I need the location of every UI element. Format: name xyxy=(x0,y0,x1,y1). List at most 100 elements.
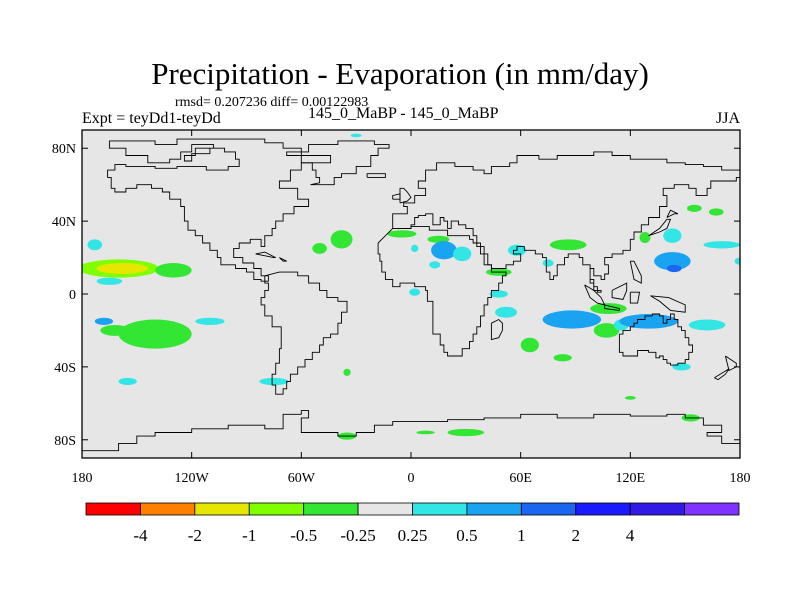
anomaly-patch xyxy=(708,208,724,216)
colorbar-swatch xyxy=(357,502,413,516)
coastline xyxy=(279,257,287,262)
anomaly-patch xyxy=(411,244,419,253)
colorbar-swatch xyxy=(575,502,631,516)
y-tick-label: 40S xyxy=(54,361,76,376)
anomaly-patch xyxy=(542,259,554,267)
stats-text: rmsd= 0.207236 diff= 0.00122983 xyxy=(175,95,369,110)
colorbar-label: -0.5 xyxy=(290,526,317,545)
axis-layer: 180 120W 60W 0 60E 120E 180 80N 40N 0 40S 80S xyxy=(52,130,751,486)
anomaly-patch xyxy=(593,323,620,338)
coastline xyxy=(490,318,503,341)
anomaly-patch xyxy=(557,314,587,325)
coastline xyxy=(392,193,401,200)
coastline xyxy=(392,151,740,293)
anomaly-patch xyxy=(633,314,664,322)
coastline xyxy=(648,218,672,237)
anomaly-patch xyxy=(87,239,103,251)
colorbar-swatch xyxy=(629,502,685,516)
anomaly-patch xyxy=(672,363,691,371)
x-tick-label: 60W xyxy=(288,471,316,486)
anomaly-patch xyxy=(195,317,225,325)
anomaly-patch xyxy=(330,230,353,249)
x-tick-label: 120W xyxy=(175,471,210,486)
anomaly-patch xyxy=(520,337,539,353)
anomaly-patch xyxy=(624,396,636,400)
anomaly-patch xyxy=(688,319,726,331)
x-tick-label: 120E xyxy=(616,471,646,486)
anomaly-patch xyxy=(495,306,518,318)
colorbar-swatch xyxy=(194,502,250,516)
anomaly-patch xyxy=(447,428,485,437)
experiment-label: Expt = teyDd1-teyDd xyxy=(82,110,221,127)
x-tick-label: 0 xyxy=(408,471,415,486)
colorbar-label: 4 xyxy=(626,526,635,545)
anomaly-layer xyxy=(82,133,740,440)
colorbar-label: -4 xyxy=(133,526,148,545)
anomaly-patch xyxy=(416,430,435,435)
colorbar: -4 -2 -1 -0.5 -0.25 0.25 0.5 1 2 4 xyxy=(85,502,740,545)
colorbar-swatch xyxy=(303,502,359,516)
anomaly-patch xyxy=(350,133,362,138)
anomaly-patch xyxy=(118,319,192,349)
colorbar-swatch xyxy=(520,502,577,516)
anomaly-patch xyxy=(96,263,148,274)
anomaly-patch xyxy=(489,290,508,298)
colorbar-swatch xyxy=(412,502,468,516)
colorbar-swatch xyxy=(466,502,522,516)
anomaly-patch xyxy=(666,264,682,273)
coastline xyxy=(377,226,507,357)
colorbar-swatch xyxy=(248,502,305,516)
x-tick-label: 60E xyxy=(509,471,532,486)
coastline xyxy=(399,187,412,204)
anomaly-patch xyxy=(549,239,587,251)
chart-title: Precipitation - Evaporation (in mm/day) xyxy=(151,56,649,91)
anomaly-patch xyxy=(431,241,457,260)
anomaly-patch xyxy=(553,354,572,362)
coastline xyxy=(82,410,740,458)
anomaly-patch xyxy=(259,377,289,386)
anomaly-patch xyxy=(703,241,740,249)
coastline xyxy=(650,295,686,313)
coastline xyxy=(255,251,276,259)
colorbar-swatch xyxy=(85,502,141,516)
colorbar-label: 2 xyxy=(572,526,581,545)
anomaly-patch xyxy=(654,252,691,271)
x-tick-label: 180 xyxy=(730,471,751,486)
colorbar-label: -1 xyxy=(242,526,256,545)
colorbar-label: 0.5 xyxy=(456,526,477,545)
anomaly-patch xyxy=(453,246,472,262)
colorbar-swatch xyxy=(684,502,740,516)
anomaly-patch xyxy=(96,277,123,285)
y-tick-label: 80S xyxy=(54,434,76,449)
anomaly-patch xyxy=(639,232,651,243)
anomaly-patch xyxy=(734,257,740,265)
anomaly-patch xyxy=(312,242,327,254)
anomaly-patch xyxy=(387,230,417,238)
coastline-layer xyxy=(82,138,740,458)
anomaly-patch xyxy=(409,288,421,296)
coastline xyxy=(260,271,348,395)
y-tick-label: 40N xyxy=(52,215,76,230)
anomaly-patch xyxy=(155,263,192,278)
anomaly-patch xyxy=(663,228,682,243)
colorbar-label: -2 xyxy=(188,526,202,545)
coastline xyxy=(611,282,628,301)
coastline xyxy=(286,140,390,186)
y-tick-label: 0 xyxy=(69,288,76,303)
case-label: 145_0_MaBP - 145_0_MaBP xyxy=(308,105,499,122)
anomaly-patch xyxy=(343,368,351,376)
anomaly-patch xyxy=(590,303,627,315)
colorbar-label: 1 xyxy=(517,526,526,545)
season-label: JJA xyxy=(716,110,741,127)
anomaly-patch xyxy=(118,377,137,386)
coastline xyxy=(666,209,679,218)
anomaly-patch xyxy=(686,204,702,213)
anomaly-patch xyxy=(429,261,441,269)
coastline xyxy=(366,173,386,178)
y-tick-label: 80N xyxy=(52,142,76,157)
coastline xyxy=(107,138,332,282)
coastline xyxy=(604,304,620,311)
coastline xyxy=(629,260,642,284)
coastline xyxy=(714,368,730,381)
